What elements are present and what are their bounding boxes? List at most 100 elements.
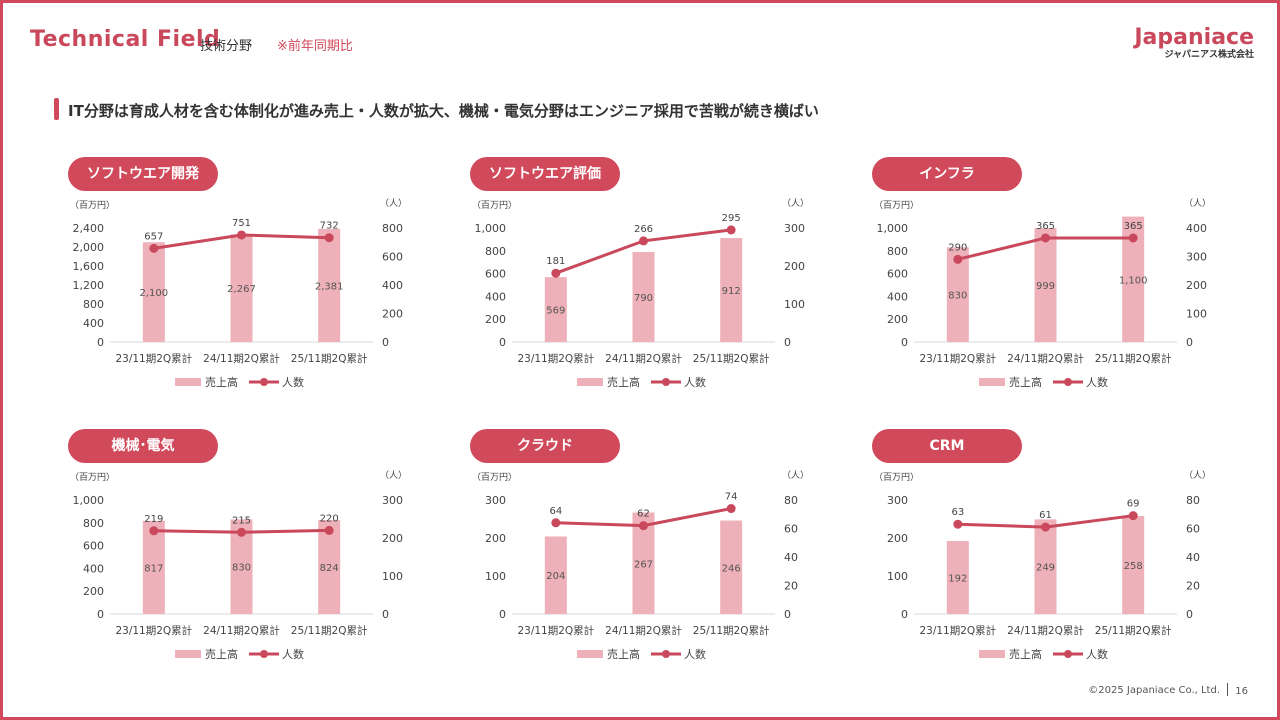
bar-sales — [1034, 519, 1057, 614]
bar-data-label: 912 — [722, 286, 741, 297]
legend-label-headcount: 人数 — [1086, 376, 1108, 389]
left-axis-tick-label: 0 — [499, 336, 506, 349]
line-point-headcount — [324, 233, 334, 243]
left-axis-unit: （百万円） — [70, 472, 115, 483]
right-axis-tick-label: 300 — [382, 494, 403, 507]
line-data-label: 215 — [232, 515, 251, 526]
right-axis-tick-label: 100 — [382, 570, 403, 583]
bar-data-label: 192 — [948, 574, 967, 585]
right-axis-tick-label: 200 — [382, 308, 403, 321]
right-axis-tick-label: 800 — [382, 222, 403, 235]
right-axis-tick-label: 300 — [784, 222, 805, 235]
legend-label-sales: 売上高 — [1009, 647, 1042, 661]
right-axis-tick-label: 200 — [784, 260, 805, 273]
bar-sales — [720, 238, 743, 342]
right-axis-unit: （人） — [782, 470, 809, 481]
left-axis-unit: （百万円） — [472, 472, 517, 483]
left-axis-tick-label: 300 — [485, 494, 506, 507]
line-point-headcount — [1128, 511, 1138, 521]
bar-sales — [544, 277, 567, 342]
chart-svg: （百万円） （人） 0 400 800 1,200 1,600 2,000 2,400 0 200 4… — [70, 198, 407, 389]
left-axis-tick-label: 400 — [485, 290, 506, 303]
chart-svg: （百万円） （人） 0 200 400 600 800 1,000 0 100 200 300 400 8… — [874, 198, 1211, 389]
line-point-headcount — [1041, 522, 1050, 532]
line-data-label: 751 — [232, 218, 251, 229]
x-axis-category-label: 25/11期2Q累計 — [291, 352, 368, 365]
bar-sales — [720, 520, 743, 614]
chart-panel-infrastructure: インフラ （百万円） （人） 0 200 400 600 800 1,000 0 100 200 30… — [872, 157, 1211, 417]
line-data-label: 220 — [320, 513, 339, 524]
legend-swatch-sales — [175, 378, 201, 386]
bar-data-label: 830 — [232, 563, 251, 574]
x-axis-category-label: 23/11期2Q累計 — [115, 352, 192, 365]
left-axis-tick-label: 300 — [887, 494, 908, 507]
legend-label-sales: 売上高 — [607, 375, 640, 389]
line-data-label: 657 — [144, 231, 163, 242]
bar-sales — [946, 247, 969, 342]
right-axis-tick-label: 60 — [784, 523, 798, 536]
chart-panel-software-development: ソフトウエア開発 （百万円） （人） 0 400 800 1,200 1,600 2,000 2… — [68, 157, 407, 417]
right-axis-tick-label: 0 — [382, 608, 389, 621]
x-axis-category-label: 25/11期2Q累計 — [1095, 624, 1172, 637]
legend-label-headcount: 人数 — [1086, 648, 1108, 661]
bar-data-label: 1,100 — [1119, 275, 1148, 286]
headline-text: IT分野は育成人材を含む体制化が進み売上・人数が拡大、機械・電気分野はエンジニア… — [68, 102, 819, 120]
left-axis-tick-label: 0 — [901, 336, 908, 349]
chart-svg: （百万円） （人） 0 100 200 300 0 20 40 60 80 204 267 246 64 62… — [472, 470, 809, 661]
legend-marker-headcount — [662, 378, 670, 386]
right-axis-unit: （人） — [380, 470, 407, 481]
bar-sales — [230, 234, 253, 342]
right-axis-tick-label: 80 — [1186, 494, 1200, 507]
right-axis-tick-label: 0 — [784, 608, 791, 621]
left-axis-unit: （百万円） — [874, 200, 919, 211]
chart-title-pill: インフラ — [872, 157, 1022, 191]
bar-sales — [230, 519, 253, 614]
right-axis-tick-label: 80 — [784, 494, 798, 507]
left-axis-tick-label: 600 — [83, 540, 104, 553]
left-axis-tick-label: 800 — [83, 517, 104, 530]
line-data-label: 365 — [1124, 221, 1143, 232]
right-axis-unit: （人） — [782, 198, 809, 209]
line-point-headcount — [726, 504, 736, 514]
line-point-headcount — [149, 243, 159, 253]
bar-sales — [1122, 216, 1145, 342]
x-axis-category-label: 25/11期2Q累計 — [291, 624, 368, 637]
bar-data-label: 830 — [948, 291, 967, 302]
line-point-headcount — [639, 236, 648, 246]
legend-label-headcount: 人数 — [282, 376, 304, 389]
x-axis-category-label: 23/11期2Q累計 — [919, 624, 996, 637]
line-data-label: 219 — [144, 514, 163, 525]
left-axis-tick-label: 200 — [83, 585, 104, 598]
left-axis-tick-label: 1,600 — [73, 260, 105, 273]
logo-wordmark: Japaniace — [1134, 25, 1254, 50]
right-axis-tick-label: 0 — [1186, 336, 1193, 349]
line-point-headcount — [149, 526, 159, 536]
line-data-label: 61 — [1039, 510, 1052, 521]
line-point-headcount — [639, 521, 648, 531]
left-axis-tick-label: 200 — [485, 313, 506, 326]
left-axis-tick-label: 600 — [485, 268, 506, 281]
bar-data-label: 569 — [546, 306, 565, 317]
right-axis-unit: （人） — [1184, 470, 1211, 481]
x-axis-category-label: 23/11期2Q累計 — [919, 352, 996, 365]
left-axis-tick-label: 800 — [485, 245, 506, 258]
bar-sales — [142, 242, 165, 342]
bar-data-label: 267 — [634, 559, 653, 570]
left-axis-tick-label: 400 — [887, 290, 908, 303]
legend-swatch-sales — [175, 650, 201, 658]
bar-sales — [318, 228, 341, 342]
left-axis-tick-label: 1,000 — [475, 222, 507, 235]
legend-label-headcount: 人数 — [684, 648, 706, 661]
legend-marker-headcount — [1064, 378, 1072, 386]
line-point-headcount — [953, 519, 963, 529]
legend-swatch-sales — [979, 650, 1005, 658]
x-axis-category-label: 24/11期2Q累計 — [1007, 624, 1084, 637]
chart-title-pill: ソフトウエア開発 — [68, 157, 218, 191]
page-number: 16 — [1235, 686, 1248, 697]
legend-label-headcount: 人数 — [282, 648, 304, 661]
legend-swatch-sales — [577, 378, 603, 386]
chart-svg: （百万円） （人） 0 100 200 300 0 20 40 60 80 192 249 258 63 61… — [874, 470, 1211, 661]
copyright: ©2025 Japaniace Co., Ltd. — [1088, 685, 1220, 696]
left-axis-tick-label: 200 — [485, 532, 506, 545]
left-axis-tick-label: 2,000 — [73, 241, 105, 254]
